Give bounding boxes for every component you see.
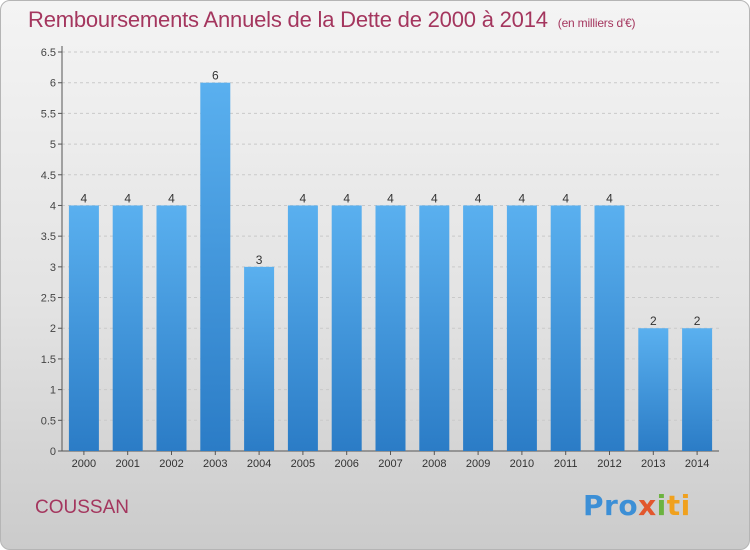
x-tick-label: 2010 xyxy=(510,458,534,470)
logo-part-4: ti xyxy=(666,489,691,522)
bar-value-label: 4 xyxy=(562,191,569,205)
bar-value-label: 4 xyxy=(387,191,394,205)
chart-unit: (en milliers d'€) xyxy=(557,16,636,30)
bar-value-label: 4 xyxy=(168,191,175,205)
bar-value-label: 3 xyxy=(256,253,263,267)
bar xyxy=(375,205,406,451)
x-tick-label: 2006 xyxy=(334,458,358,470)
proxiti-logo: Proxiti xyxy=(583,489,691,522)
y-tick-label: 3 xyxy=(50,262,56,274)
y-tick-label: 1.5 xyxy=(41,354,56,366)
x-tick-label: 2009 xyxy=(466,458,490,470)
bar-value-label: 2 xyxy=(650,314,657,328)
bar-value-label: 4 xyxy=(343,191,350,205)
bar-value-label: 4 xyxy=(431,191,438,205)
y-tick-label: 0 xyxy=(50,446,56,458)
bar-value-label: 4 xyxy=(300,191,307,205)
x-tick-label: 2003 xyxy=(203,458,227,470)
bar xyxy=(594,205,625,451)
bar-value-label: 4 xyxy=(81,191,88,205)
x-tick-label: 2005 xyxy=(291,458,315,470)
x-tick-label: 2000 xyxy=(72,458,96,470)
bar-value-label: 2 xyxy=(694,314,701,328)
commune-name: COUSSAN xyxy=(35,497,129,518)
y-tick-label: 3.5 xyxy=(41,231,56,243)
bar xyxy=(200,82,231,451)
x-tick-label: 2013 xyxy=(641,458,665,470)
bar xyxy=(68,205,99,451)
bar xyxy=(419,205,450,451)
bar-value-label: 4 xyxy=(519,191,526,205)
y-tick-label: 6 xyxy=(50,78,56,90)
bar xyxy=(331,205,362,451)
bar xyxy=(287,205,318,451)
y-tick-label: 4.5 xyxy=(41,170,56,182)
bar xyxy=(682,328,713,451)
y-tick-label: 5 xyxy=(50,139,56,151)
bar xyxy=(550,205,581,451)
bar-value-label: 4 xyxy=(606,191,613,205)
bar-value-label: 4 xyxy=(475,191,482,205)
bar xyxy=(463,205,494,451)
bar xyxy=(506,205,537,451)
logo-part-3: i xyxy=(656,489,667,522)
x-tick-label: 2014 xyxy=(685,458,709,470)
x-tick-label: 2002 xyxy=(159,458,183,470)
y-tick-label: 4 xyxy=(50,200,56,212)
y-tick-label: 1 xyxy=(50,385,56,397)
y-tick-label: 2 xyxy=(50,323,56,335)
logo-part-2: x xyxy=(638,489,657,522)
x-tick-label: 2012 xyxy=(597,458,621,470)
bar xyxy=(112,205,143,451)
bar xyxy=(638,328,669,451)
x-tick-label: 2004 xyxy=(247,458,271,470)
bar-value-label: 4 xyxy=(124,191,131,205)
bar-value-label: 6 xyxy=(212,69,219,83)
bar xyxy=(244,266,275,451)
x-tick-label: 2007 xyxy=(378,458,402,470)
y-tick-label: 6.5 xyxy=(41,47,56,59)
chart-title: Remboursements Annuels de la Dette de 20… xyxy=(28,7,636,33)
y-tick-label: 0.5 xyxy=(41,415,56,427)
x-tick-label: 2001 xyxy=(115,458,139,470)
x-tick-label: 2011 xyxy=(554,458,578,470)
logo-part-1: Pro xyxy=(583,489,639,522)
y-tick-label: 5.5 xyxy=(41,108,56,120)
chart-title-text: Remboursements Annuels de la Dette de 20… xyxy=(28,7,548,32)
bar xyxy=(156,205,187,451)
y-tick-label: 2.5 xyxy=(41,293,56,305)
x-tick-label: 2008 xyxy=(422,458,446,470)
